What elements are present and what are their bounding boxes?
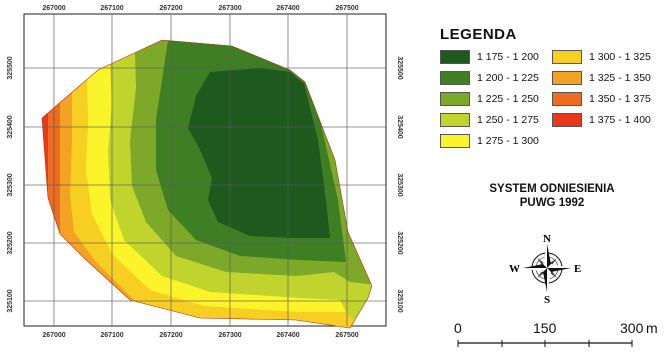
legend-title: LEGENDA <box>440 26 517 43</box>
coord-x-bottom: 267000 <box>42 332 65 339</box>
coord-x-bottom: 267100 <box>100 332 123 339</box>
reference-system-line2: PUWG 1992 <box>519 197 585 209</box>
reference-system-line1: SYSTEM ODNIESIENIA <box>489 183 615 195</box>
zone-1175-1200 <box>188 68 330 238</box>
map-frame <box>23 13 387 327</box>
legend-swatch <box>440 92 470 106</box>
coord-y-left: 325500 <box>7 56 14 79</box>
legend-label: 1 175 - 1 200 <box>477 51 539 63</box>
legend-item: 1 200 - 1 225 <box>440 70 548 86</box>
compass-west-light <box>523 268 547 272</box>
legend-swatch <box>440 134 470 148</box>
coord-y-right: 325500 <box>396 56 403 79</box>
compass-s-label: S <box>544 294 550 306</box>
area-outline <box>41 39 373 329</box>
scale-label-300: 300 <box>620 320 644 336</box>
legend-label: 1 375 - 1 400 <box>589 114 651 126</box>
coord-x-bottom: 267500 <box>335 332 358 339</box>
compass-south-light <box>547 268 551 292</box>
legend-swatch <box>440 71 470 85</box>
elevation-zones <box>42 40 372 328</box>
coord-y-right: 325300 <box>396 173 403 196</box>
legend-item: 1 375 - 1 400 <box>552 112 660 128</box>
legend-label: 1 350 - 1 375 <box>589 93 651 105</box>
legend-item: 1 275 - 1 300 <box>440 133 548 149</box>
scale-unit: m <box>646 320 658 336</box>
coord-x-bottom: 267200 <box>159 332 182 339</box>
legend-swatch <box>552 113 582 127</box>
legend-label: 1 250 - 1 275 <box>477 114 539 126</box>
legend-label: 1 200 - 1 225 <box>477 72 539 84</box>
legend-label: 1 225 - 1 250 <box>477 93 539 105</box>
legend-label: 1 275 - 1 300 <box>477 135 539 147</box>
legend-item: 1 175 - 1 200 <box>440 49 548 65</box>
coord-y-left: 325400 <box>7 115 14 138</box>
legend-item: 1 350 - 1 375 <box>552 91 660 107</box>
coord-x-top: 267000 <box>42 5 65 12</box>
coord-x-top: 267500 <box>335 5 358 12</box>
legend-item: 1 225 - 1 250 <box>440 91 548 107</box>
coord-y-left: 325200 <box>7 231 14 254</box>
legend-label: 1 325 - 1 350 <box>589 72 651 84</box>
coord-y-right: 325400 <box>396 115 403 138</box>
legend-swatch <box>552 71 582 85</box>
legend-swatch <box>552 50 582 64</box>
coord-x-bottom: 267300 <box>218 332 241 339</box>
legend-item: 1 300 - 1 325 <box>552 49 660 65</box>
compass-rose-icon: N S E W <box>509 233 581 306</box>
legend-item: 1 250 - 1 275 <box>440 112 548 128</box>
coord-x-top: 267400 <box>276 5 299 12</box>
coord-x-top: 267100 <box>100 5 123 12</box>
compass-n-label: N <box>543 233 551 245</box>
coord-y-left: 325100 <box>7 289 14 312</box>
compass-e-label: E <box>574 263 581 275</box>
legend-swatch <box>440 113 470 127</box>
legend-item: 1 325 - 1 350 <box>552 70 660 86</box>
legend-swatch <box>440 50 470 64</box>
legend-items: 1 175 - 1 200 1 300 - 1 325 1 200 - 1 22… <box>440 49 660 149</box>
compass-north-light <box>543 244 547 268</box>
coord-x-top: 267300 <box>218 5 241 12</box>
scale-bar <box>457 340 633 347</box>
coord-x-bottom: 267400 <box>276 332 299 339</box>
legend: LEGENDA 1 175 - 1 200 1 300 - 1 325 1 20… <box>440 26 660 149</box>
coord-y-left: 325300 <box>7 173 14 196</box>
compass-east-light <box>547 264 571 268</box>
coord-y-right: 325200 <box>396 231 403 254</box>
legend-swatch <box>552 92 582 106</box>
legend-label: 1 300 - 1 325 <box>589 51 651 63</box>
scale-label-150: 150 <box>533 320 557 336</box>
compass-w-label: W <box>509 263 520 275</box>
coord-y-right: 325100 <box>396 289 403 312</box>
coord-x-top: 267200 <box>159 5 182 12</box>
scale-label-0: 0 <box>454 320 462 336</box>
coordinate-grid <box>24 14 386 326</box>
